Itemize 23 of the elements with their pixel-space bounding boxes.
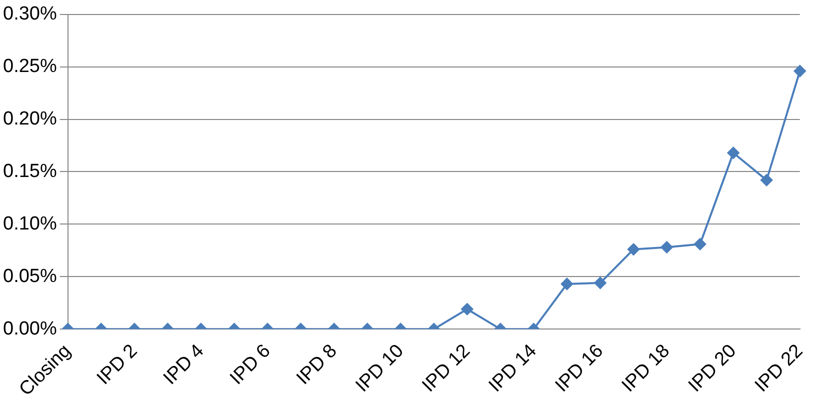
- y-tick-label: 0.15%: [3, 160, 57, 182]
- y-tick-label: 0.20%: [3, 108, 57, 130]
- y-tick-label: 0.05%: [3, 266, 57, 287]
- y-tick-label: 0.25%: [3, 56, 57, 78]
- x-tick-label: IPD 10: [352, 340, 408, 396]
- x-tick-label: IPD 12: [418, 340, 474, 396]
- x-tick-label: IPD 2: [93, 340, 142, 389]
- point: [660, 241, 673, 254]
- y-tick-label: 0.30%: [3, 4, 57, 25]
- x-tick-label: IPD 6: [226, 340, 275, 389]
- y-tick-label: 0.00%: [3, 318, 57, 340]
- y-tick-label: 0.10%: [3, 213, 57, 234]
- x-tick-label: IPD 20: [684, 340, 741, 396]
- point: [760, 174, 773, 186]
- x-tick-label: IPD 14: [485, 340, 542, 396]
- x-tick-label: IPD 18: [618, 340, 674, 396]
- point: [694, 238, 706, 250]
- x-tick-label: IPD 8: [292, 340, 342, 389]
- x-tick-label: IPD 22: [751, 340, 808, 396]
- point: [628, 243, 640, 256]
- x-tick-label: IPD 16: [552, 340, 608, 396]
- point: [727, 146, 740, 159]
- x-tick-label: IPD 4: [160, 340, 208, 389]
